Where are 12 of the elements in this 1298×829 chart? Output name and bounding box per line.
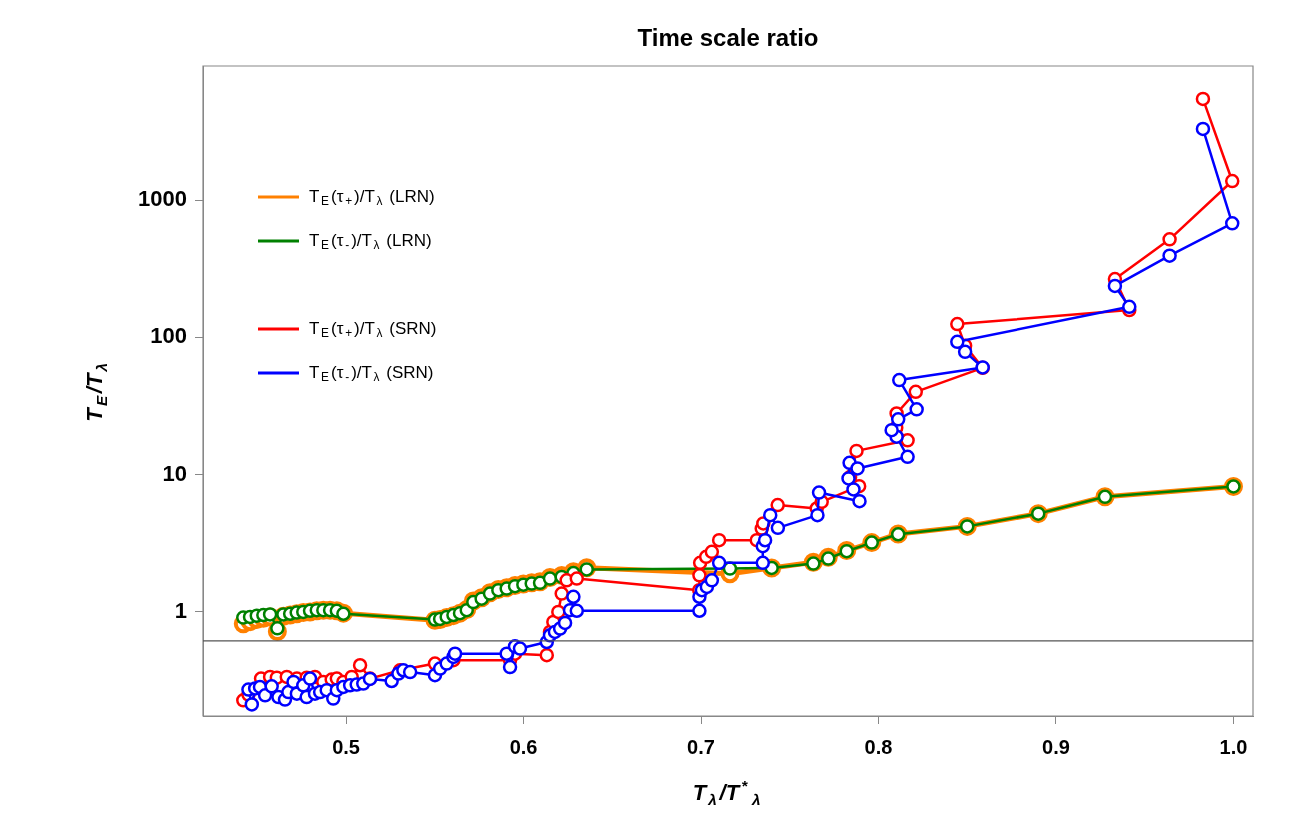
x-tick-label: 0.8 xyxy=(864,735,893,758)
x-tick-label: 0.9 xyxy=(1042,735,1070,758)
y-tick-label: 1000 xyxy=(138,186,187,212)
x-tick-label: 0.6 xyxy=(509,735,538,758)
y-tick-label: 100 xyxy=(150,323,187,349)
x-tick-label: 0.5 xyxy=(332,735,360,758)
x-tick-label: 0.7 xyxy=(687,735,715,758)
y-tick-label: 1 xyxy=(174,598,187,624)
y-axis-title: TE/Tλ xyxy=(82,362,110,422)
chart-title: Time scale ratio xyxy=(637,23,819,51)
x-tick-label: 1.0 xyxy=(1219,735,1248,758)
y-tick-label: 10 xyxy=(162,460,187,486)
